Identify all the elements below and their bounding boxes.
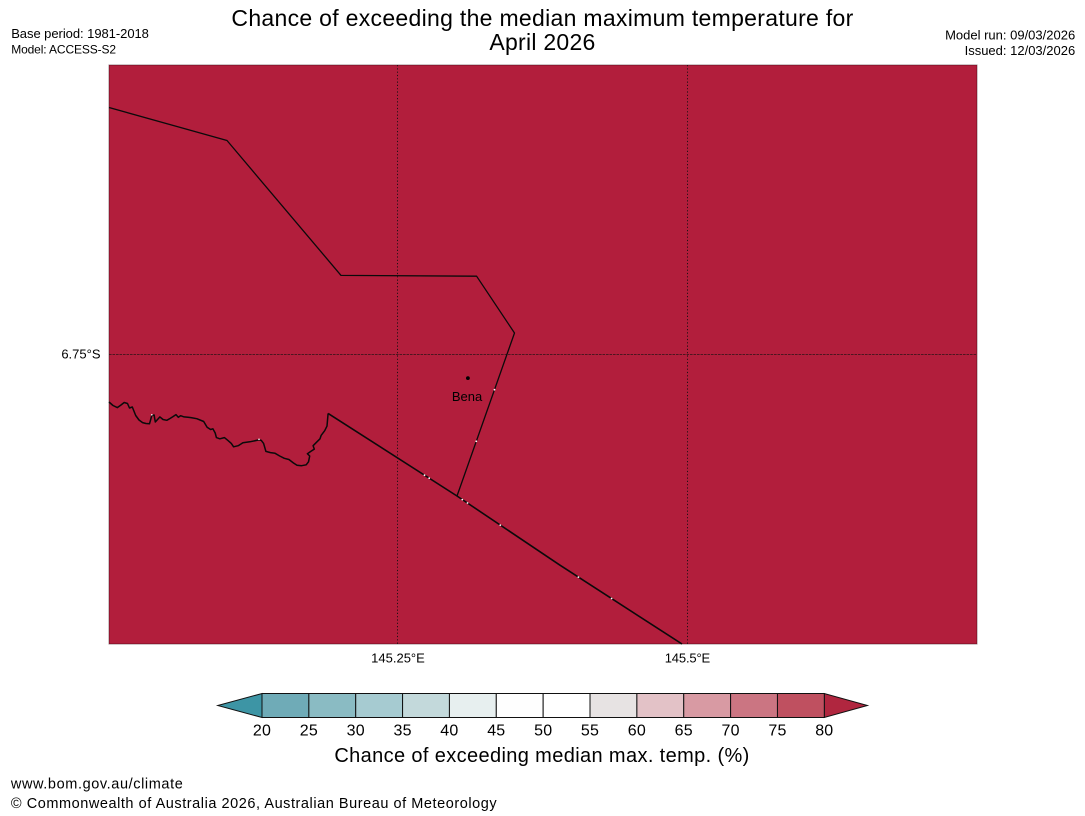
svg-text:www.bom.gov.au/climate: www.bom.gov.au/climate (10, 776, 184, 792)
svg-text:145.5°E: 145.5°E (665, 651, 711, 666)
svg-text:Chance of exceeding median max: Chance of exceeding median max. temp. (%… (334, 745, 749, 767)
svg-text:40: 40 (440, 723, 458, 740)
svg-text:© Commonwealth of Australia 20: © Commonwealth of Australia 2026, Austra… (11, 796, 497, 812)
svg-text:70: 70 (721, 723, 739, 740)
svg-text:50: 50 (534, 723, 552, 740)
svg-text:Issued: 12/03/2026: Issued: 12/03/2026 (965, 43, 1076, 58)
svg-text:80: 80 (815, 723, 833, 740)
svg-text:30: 30 (347, 723, 365, 740)
svg-text:45: 45 (487, 723, 505, 740)
svg-text:60: 60 (628, 723, 646, 740)
svg-text:20: 20 (253, 723, 271, 740)
svg-text:145.25°E: 145.25°E (371, 651, 425, 666)
svg-text:25: 25 (300, 723, 318, 740)
svg-text:Base period: 1981-2018: Base period: 1981-2018 (11, 26, 149, 41)
svg-text:Model run: 09/03/2026: Model run: 09/03/2026 (945, 27, 1075, 42)
svg-text:Bena: Bena (452, 389, 483, 404)
svg-text:75: 75 (768, 723, 786, 740)
svg-text:35: 35 (393, 723, 411, 740)
svg-text:Chance of exceeding the median: Chance of exceeding the median maximum t… (231, 5, 853, 31)
svg-text:6.75°S: 6.75°S (61, 346, 101, 361)
svg-text:April 2026: April 2026 (489, 29, 595, 55)
svg-text:Model: ACCESS-S2: Model: ACCESS-S2 (11, 43, 116, 57)
svg-text:65: 65 (675, 723, 693, 740)
svg-text:55: 55 (581, 723, 599, 740)
